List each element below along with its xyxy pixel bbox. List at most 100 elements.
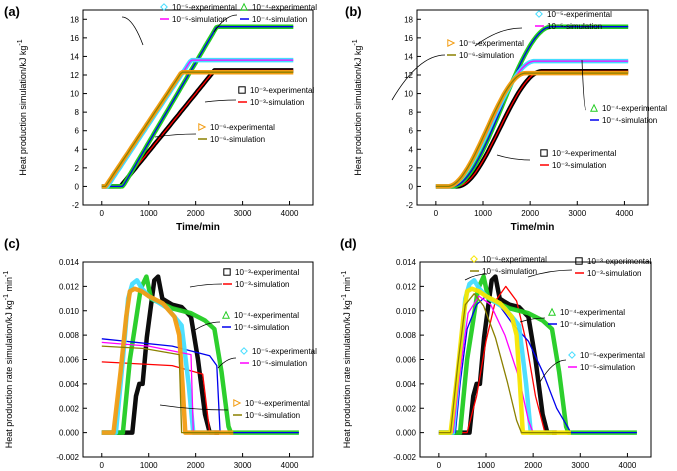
legend-exp-label: 10⁻³-experimental	[587, 257, 651, 266]
y-axis-label-text: Heat production simulation/kJ kg	[18, 46, 28, 176]
legend-arrow	[189, 283, 223, 288]
y-tick-label: 0	[75, 182, 80, 191]
legend-marker-icon	[221, 310, 231, 319]
x-axis-label: Time/min	[511, 222, 555, 233]
x-tick-label: 2000	[524, 461, 542, 470]
legend-marker-icon	[470, 255, 478, 263]
legend-marker-icon	[447, 38, 456, 48]
legend-sim-label: 10⁻⁶-simulation	[482, 267, 537, 276]
legend-exp-label: 10⁻³-experimental	[552, 149, 616, 158]
y-tick-label: 4	[75, 145, 80, 154]
y-tick-label: 6	[409, 127, 414, 136]
y-tick-label: 14	[404, 52, 413, 61]
y-axis-label-sup2: -1	[341, 271, 348, 277]
y-tick-label: 2	[75, 164, 80, 173]
x-tick-label: 1000	[477, 461, 495, 470]
x-tick-label: 3000	[234, 209, 252, 218]
series-sim-3	[435, 72, 629, 188]
legend-marker-icon	[535, 10, 543, 18]
legend-arrow	[474, 27, 523, 47]
legend-arrow	[154, 133, 197, 138]
legend-arrow	[519, 317, 546, 323]
legend-arrow	[527, 269, 573, 278]
legend-marker-icon	[160, 3, 168, 11]
x-tick-label: 0	[434, 209, 439, 218]
legend-arrow	[464, 273, 488, 281]
y-axis-label-text: Heat production simulation/kJ kg	[353, 46, 363, 176]
legend-marker-icon	[238, 86, 246, 94]
y-axis-label-sup: -1	[17, 39, 24, 45]
x-tick-label: 3000	[234, 461, 252, 470]
plot-area	[438, 274, 637, 435]
x-tick-label: 2000	[187, 461, 205, 470]
x-tick-label: 0	[437, 461, 442, 470]
legend-exp-label: 10⁻⁵-experimental	[252, 347, 317, 356]
x-tick-label: 2000	[521, 209, 539, 218]
y-tick-label: -2	[72, 201, 80, 210]
legend-exp-label: 10⁻⁶-experimental	[482, 255, 547, 264]
legend-sim-label: 10⁻⁵-simulation	[252, 359, 307, 368]
legend-entry-3: 10⁻⁶-experimental 10⁻⁶-simulation	[159, 398, 310, 420]
y-tick-label: 0.010	[396, 307, 417, 316]
x-tick-label: 1000	[140, 461, 158, 470]
legend-arrow	[391, 54, 446, 101]
x-tick-label: 3000	[568, 209, 586, 218]
y-axis-label-sup: -1	[341, 294, 348, 300]
y-tick-label: 8	[75, 108, 80, 117]
series-line-7	[101, 345, 234, 434]
series-line-5	[438, 295, 552, 434]
y-tick-label: -2	[406, 201, 414, 210]
legend-arrow	[217, 357, 237, 369]
legend-sim-label: 10⁻⁵-simulation	[580, 363, 635, 372]
y-tick-label: 8	[409, 108, 414, 117]
legend-sim-label: 10⁻⁴-simulation	[560, 320, 615, 329]
y-tick-label: 0.012	[59, 282, 80, 291]
y-tick-label: 2	[409, 164, 414, 173]
legend-sim-label: 10⁻⁶-simulation	[245, 411, 300, 420]
legend-exp-label: 10⁻⁴-experimental	[560, 308, 625, 317]
legend-marker-icon	[547, 307, 557, 316]
panel-c: (c) -0.002 0.000 0.002 0.004 0.006 0.008 0.010 0…	[3, 236, 317, 470]
legend-entry-3: 10⁻⁵-experimental 10⁻⁵-simulation	[539, 351, 645, 383]
legend-marker-icon	[240, 347, 248, 355]
panel-label: (d)	[340, 236, 357, 251]
legend-marker-icon	[223, 268, 231, 276]
legend-entry-1: 10⁻⁶-experimental 10⁻⁶-simulation	[391, 38, 524, 101]
legend-sim-label: 10⁻⁶-simulation	[459, 51, 514, 60]
y-tick-label: 14	[70, 52, 79, 61]
plot-area	[101, 274, 299, 435]
legend-marker-icon	[568, 351, 576, 359]
plot-frame	[416, 9, 649, 206]
legend-sim-label: 10⁻³-simulation	[552, 161, 606, 170]
y-axis-label-sup2: -1	[3, 271, 10, 277]
legend-entry-0: 10⁻⁵-experimental 10⁻⁵-simulation	[121, 3, 237, 46]
legend-marker-icon	[540, 149, 548, 157]
y-axis-label: Heat production rate simulation/kJ kg-1 …	[341, 271, 352, 449]
legend-arrow	[204, 99, 237, 103]
x-tick-label: 4000	[616, 209, 634, 218]
x-tick-label: 0	[100, 461, 105, 470]
x-tick-label: 4000	[281, 461, 299, 470]
x-tick-label: 4000	[619, 461, 637, 470]
legend-sim-label: 10⁻⁵-simulation	[172, 15, 227, 24]
y-tick-label: 0	[409, 182, 414, 191]
legend-marker-icon	[239, 2, 249, 11]
legend-entry-2: 10⁻³-experimental 10⁻³-simulation	[204, 86, 314, 107]
y-tick-label: 0.002	[396, 404, 417, 413]
series-sim-1	[435, 26, 629, 188]
plot-frame	[82, 9, 314, 206]
legend-entry-3: 10⁻³-experimental 10⁻³-simulation	[496, 149, 616, 170]
legend-arrow	[159, 404, 229, 411]
y-tick-label: 4	[409, 145, 414, 154]
y-axis-label: Heat production simulation/kJ kg-1	[352, 39, 363, 175]
legend-arrow	[121, 16, 144, 46]
legend-entry-2: 10⁻⁴-experimental 10⁻⁴-simulation	[581, 59, 667, 125]
y-tick-label: 6	[75, 127, 80, 136]
y-tick-label: 18	[70, 15, 79, 24]
legend-marker-icon	[575, 257, 583, 265]
legend-marker-icon	[233, 398, 242, 408]
legend-entry-1: 10⁻³-experimental 10⁻³-simulation	[527, 257, 651, 278]
legend-marker-icon	[198, 122, 207, 132]
